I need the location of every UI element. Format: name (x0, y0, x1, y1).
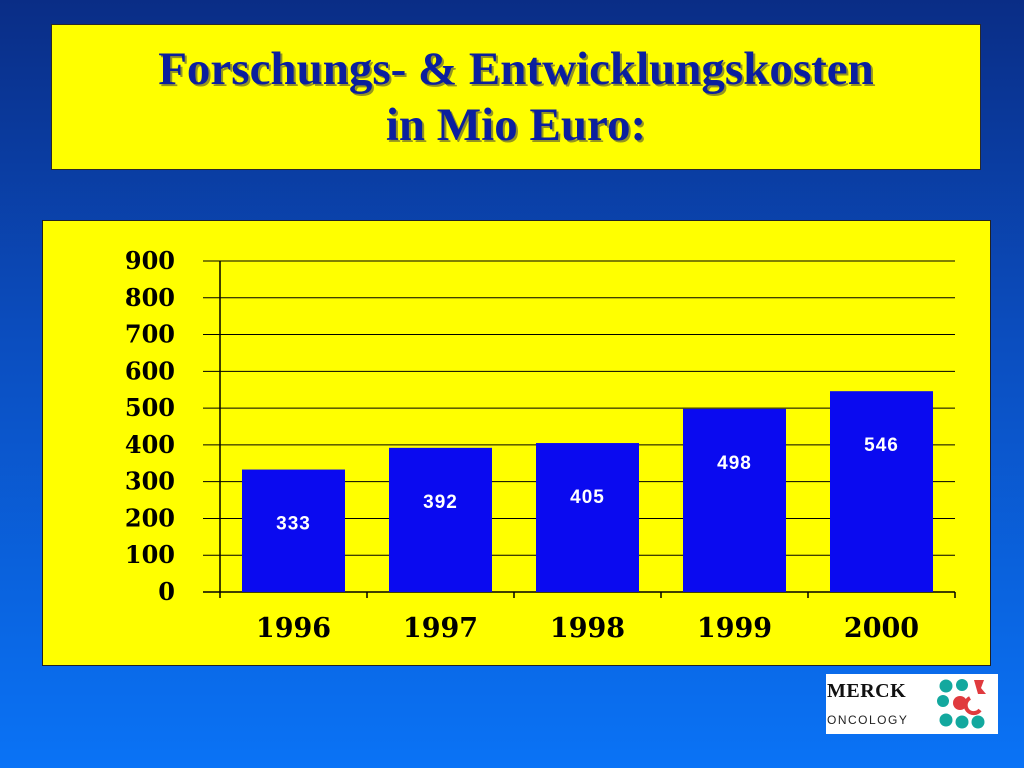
y-tick-label: 0 (158, 577, 175, 606)
data-label: 498 (717, 453, 752, 474)
bar-chart: 0 100 200 300 400 500 600 700 800 900 333 1996 392 19… (125, 246, 956, 644)
bar (536, 443, 639, 592)
x-tick-label: 1996 (256, 613, 331, 644)
bar (683, 408, 786, 592)
merck-oncology-logo: MERCK ONCOLOGY (826, 674, 998, 734)
title-banner: Forschungs- & Entwicklungskosten in Mio … (51, 24, 981, 170)
slide-title-line-2: in Mio Euro: (385, 99, 647, 151)
bar (242, 469, 345, 592)
y-tick-label: 700 (125, 320, 175, 349)
y-tick-label: 300 (125, 467, 175, 496)
y-tick-label: 500 (125, 393, 175, 422)
chart-panel: 0 100 200 300 400 500 600 700 800 900 333 1996 392 19… (42, 220, 991, 666)
data-label: 392 (423, 492, 458, 513)
bar (389, 447, 492, 592)
data-label: 405 (570, 487, 605, 508)
slide-title-line-1: Forschungs- & Entwicklungskosten (158, 43, 874, 95)
data-label: 333 (276, 514, 311, 535)
logo-subtitle: ONCOLOGY (827, 713, 909, 727)
merck-oncology-dots-icon (937, 679, 986, 729)
data-label: 546 (864, 435, 899, 456)
x-tick-label: 1999 (697, 613, 772, 644)
y-tick-label: 900 (125, 246, 175, 275)
x-tick-label: 2000 (844, 613, 919, 644)
y-tick-label: 800 (125, 283, 175, 312)
y-tick-label: 400 (125, 430, 175, 459)
y-tick-label: 600 (125, 356, 175, 385)
bar (830, 391, 933, 592)
x-tick-label: 1997 (403, 613, 478, 644)
logo-wordmark: MERCK (827, 680, 907, 702)
x-tick-label: 1998 (550, 613, 625, 644)
y-tick-label: 200 (125, 503, 175, 532)
y-tick-label: 100 (125, 540, 175, 569)
